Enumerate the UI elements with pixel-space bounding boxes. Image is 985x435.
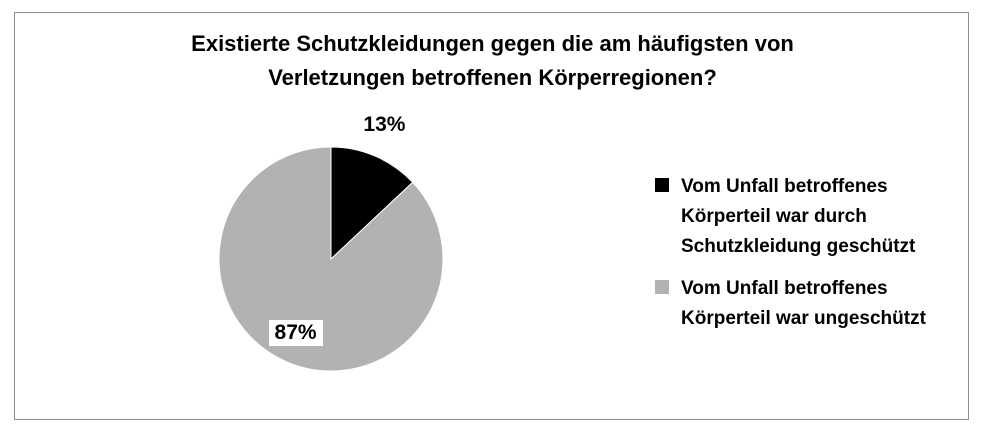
data-label-protected: 13% <box>363 112 406 136</box>
legend-label-unprotected: Vom Unfall betroffenes Körperteil war un… <box>681 274 955 334</box>
legend-label-line: Körperteil war ungeschützt <box>681 308 926 329</box>
legend-label-line: Schutzkleidung geschützt <box>681 236 916 257</box>
legend-label-line: Vom Unfall betroffenes <box>681 176 888 197</box>
legend: Vom Unfall betroffenes Körperteil war du… <box>655 172 955 346</box>
legend-item-unprotected: Vom Unfall betroffenes Körperteil war un… <box>655 274 955 334</box>
data-label-unprotected: 87% <box>268 320 323 347</box>
pie-slice-unprotected <box>218 146 444 372</box>
legend-label-line: Körperteil war durch <box>681 206 867 227</box>
legend-item-protected: Vom Unfall betroffenes Körperteil war du… <box>655 172 955 262</box>
chart-title-line-2: Verletzungen betroffenen Körperregionen? <box>268 65 717 90</box>
chart-frame <box>14 12 969 420</box>
chart-title: Existierte Schutzkleidungen gegen die am… <box>0 27 985 95</box>
legend-label-protected: Vom Unfall betroffenes Körperteil war du… <box>681 172 955 262</box>
pie-slice-protected <box>330 146 414 261</box>
legend-label-line: Vom Unfall betroffenes <box>681 278 888 299</box>
legend-swatch-protected <box>655 178 669 192</box>
legend-swatch-unprotected <box>655 280 669 294</box>
chart-title-line-1: Existierte Schutzkleidungen gegen die am… <box>191 31 794 56</box>
